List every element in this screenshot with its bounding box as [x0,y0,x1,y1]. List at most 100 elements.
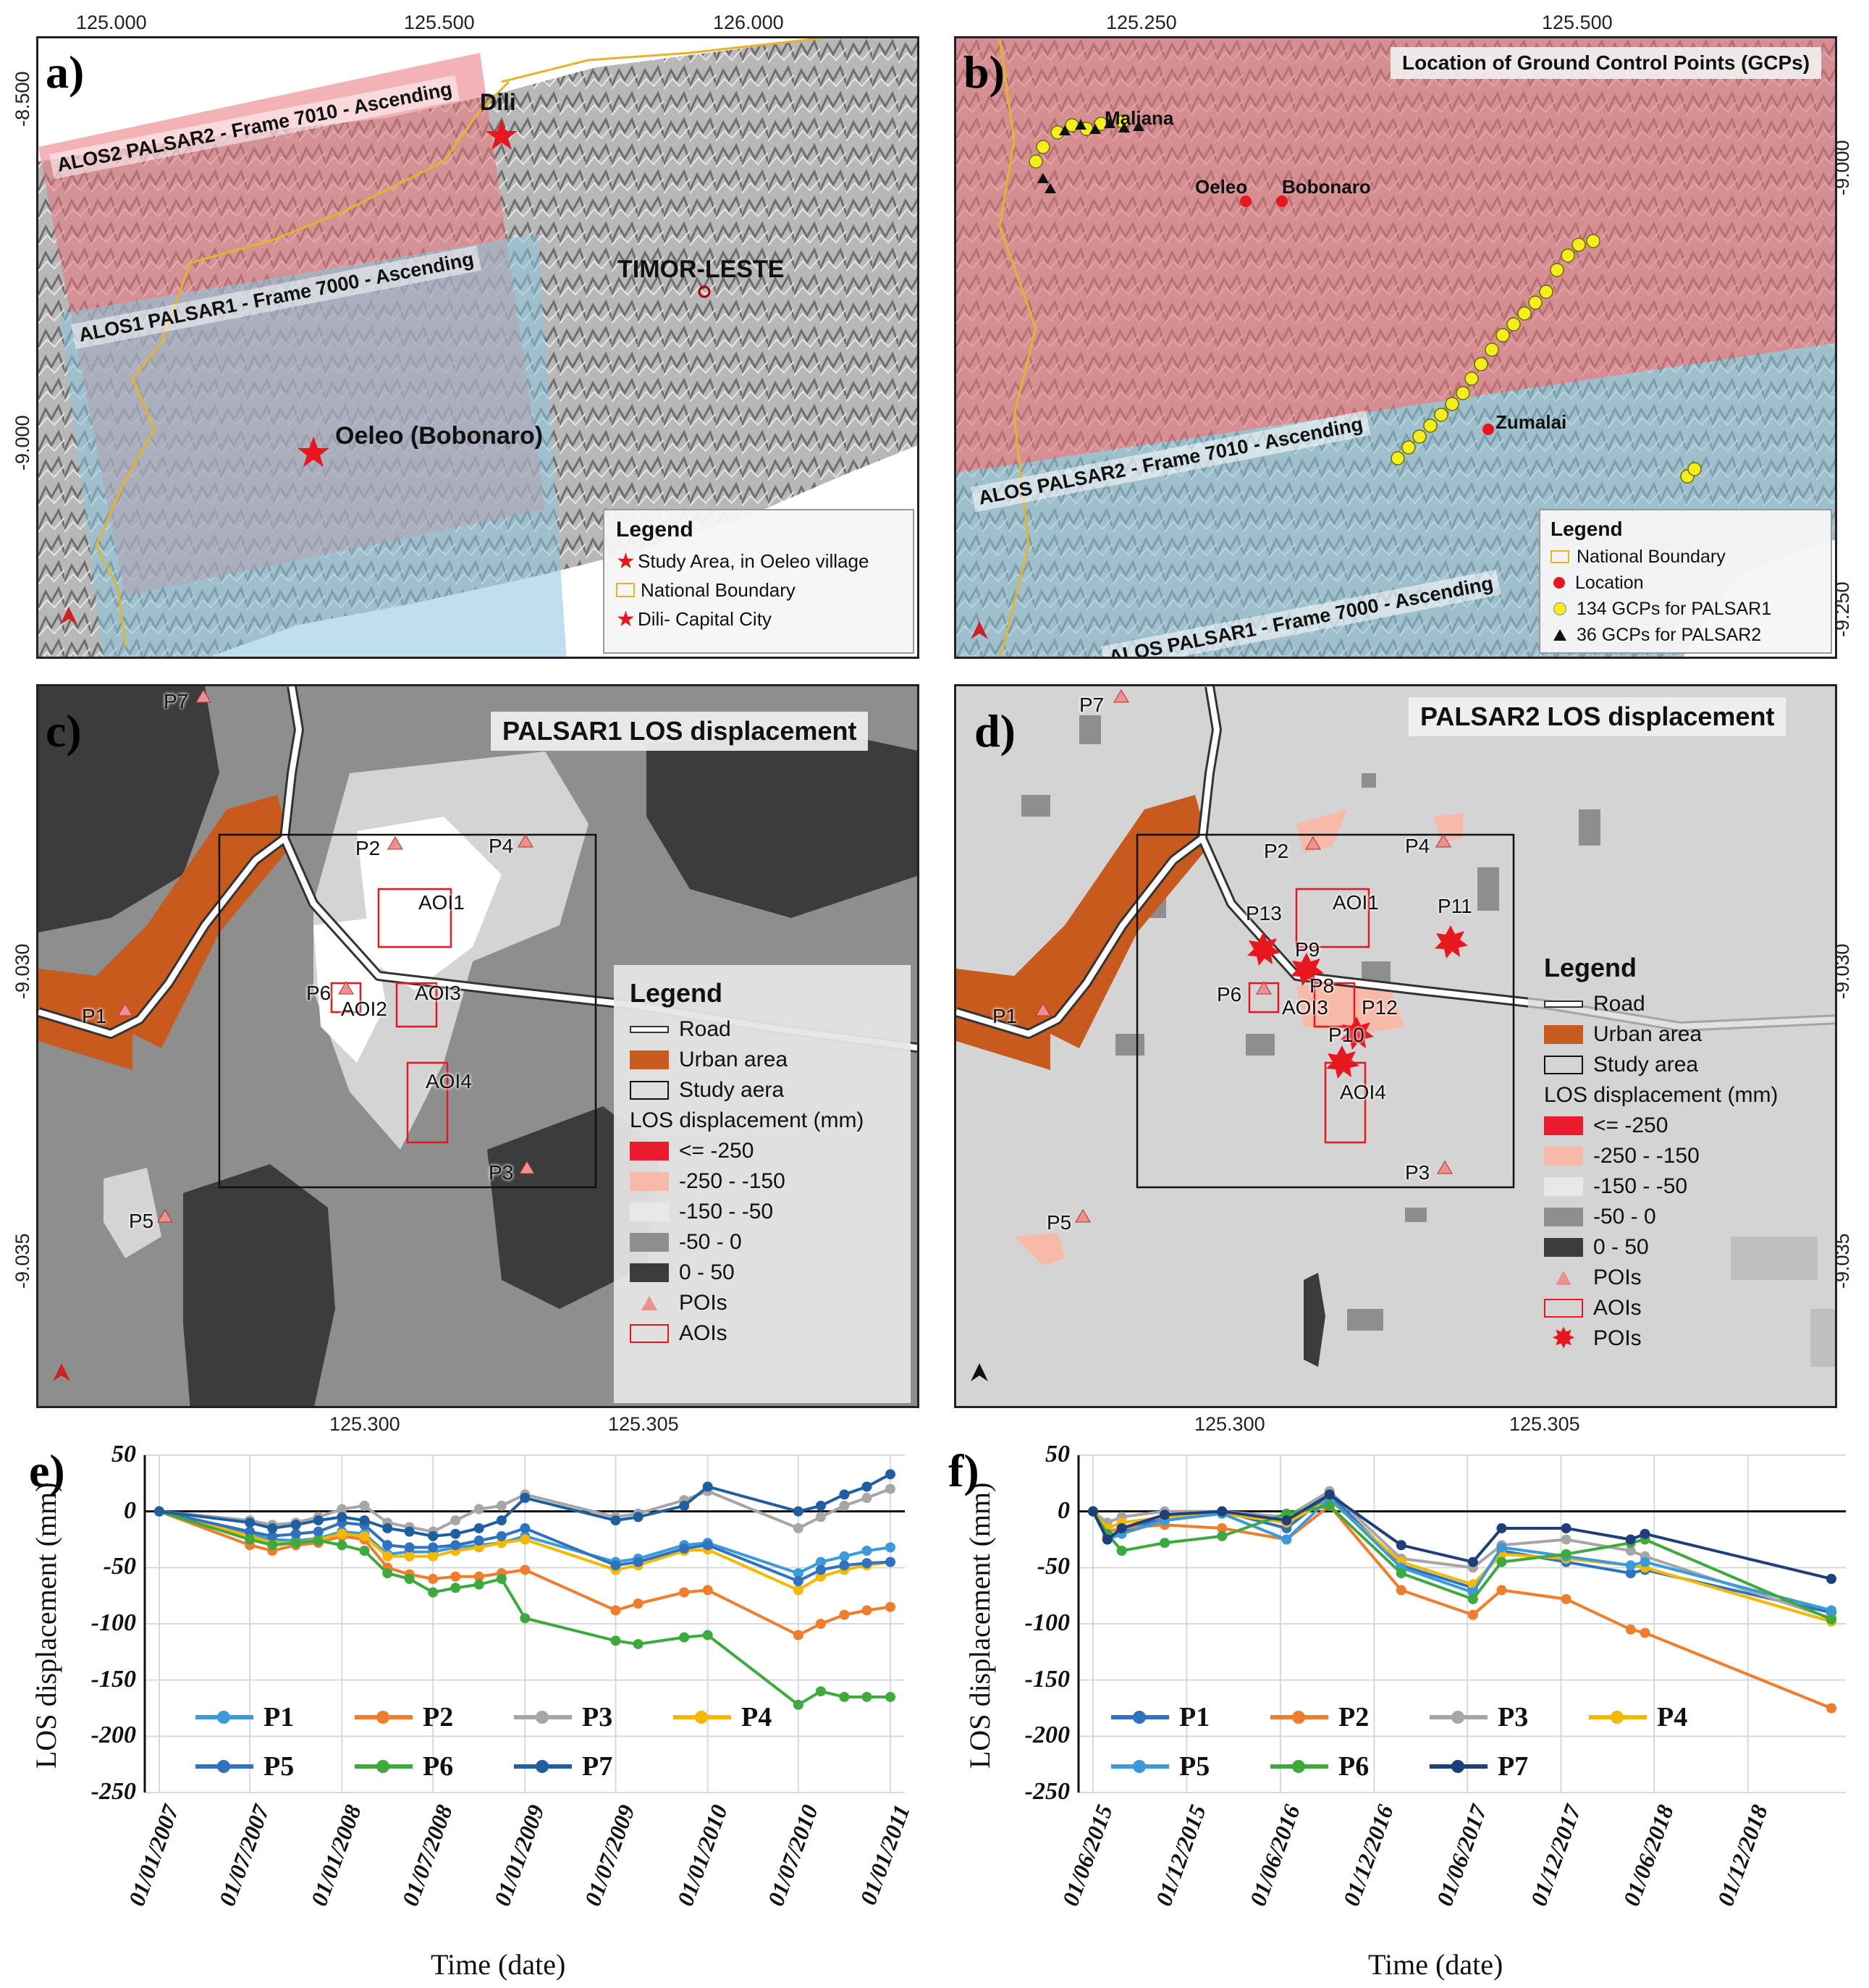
series-point-P6-22 [885,1691,895,1702]
y-tick-label-4: -150 [1024,1665,1070,1693]
series-point-P7-11 [1625,1534,1636,1545]
panel-b-map: b) Location of Ground Control Points (GC… [954,36,1837,659]
series-line-P2 [1092,1504,1832,1710]
series-point-P6-14 [610,1635,621,1646]
series-point-P7-22 [885,1469,895,1480]
legend-entry-P4: P4 [673,1701,772,1733]
los-swatch-3 [1544,1177,1583,1196]
y-tick-label-5: -200 [90,1722,136,1749]
d-aoi1-label: AOI1 [1333,891,1379,914]
d-legend-class-4: -50 - 0 [1544,1202,1820,1232]
series-point-P3-20 [839,1500,850,1511]
d-title: PALSAR2 LOS displacement [1409,697,1786,736]
c-aoi3-label: AOI3 [415,982,461,1004]
road-swatch [1544,1001,1583,1008]
series-point-P7-20 [839,1489,850,1500]
a-place-country: TIMOR-LESTE [617,256,785,283]
legend-line-icon [1589,1711,1647,1724]
a-tick-top-3: 126.000 [713,12,784,33]
aoi-swatch [630,1324,669,1343]
series-point-P5-22 [885,1557,895,1567]
series-point-P2-7 [1396,1585,1406,1596]
series-point-P5-9 [428,1542,439,1553]
y-tick-label-0: 50 [1045,1441,1070,1467]
c-legend-class-3-label: -150 - -50 [679,1200,774,1223]
series-point-P3-12 [496,1500,507,1511]
d-star-p9: P9 [1295,938,1320,961]
c-legend-aois: AOIs [630,1318,895,1349]
series-point-P5-21 [861,1558,872,1569]
c-legend-class-5: 0 - 50 [630,1258,895,1288]
a-legend-row-boundary: National Boundary [616,576,901,605]
c-study-area [218,833,597,1189]
x-axis-title: Time (date) [431,1948,566,1981]
chart-f: 50 0 -50 -100 -150 -200 -250 01/06/2015 01/12/20… [934,1441,1860,1988]
location-dot-icon [1553,577,1565,589]
gcp-palsar1-points [1029,114,1702,484]
a-tick-left-1: -8.500 [12,71,33,127]
c-legend-study-label: Study aera [679,1078,785,1102]
d-legend-pois-label: POIs [1593,1265,1642,1289]
d-legend-los-title-label: LOS displacement (mm) [1544,1083,1779,1107]
d-legend-title: Legend [1544,953,1637,982]
d-poi-p3: P3 [1405,1161,1430,1184]
c-legend-road-label: Road [679,1017,731,1041]
series-line-P7 [1092,1492,1832,1580]
dili-star [486,119,518,150]
panel-a-label: a) [46,46,85,98]
d-legend-urban-label: Urban area [1593,1022,1703,1046]
d-poi-p4: P4 [1405,835,1430,857]
series-point-P7-2 [267,1522,278,1533]
panel-a-map: a) ALOS2 PALSAR2 - Frame 7010 - Ascendin… [36,36,919,659]
c-legend-aois-label: AOIs [679,1321,727,1345]
series-point-P5-17 [702,1540,713,1551]
legend-entry-P5: P5 [195,1751,294,1782]
series-point-P2-20 [839,1609,850,1620]
series-point-P7-13 [520,1493,531,1504]
legend-line-icon [1111,1760,1169,1773]
d-aoi4-label: AOI4 [1340,1081,1386,1103]
gcp-triangle-icon [1553,629,1566,641]
series-point-P6-10 [450,1583,461,1593]
a-legend-dili-label: Dili- Capital City [638,607,772,630]
series-point-P1-21 [861,1546,872,1557]
series-point-P7-0 [1088,1506,1098,1517]
series-point-P7-14 [610,1515,621,1526]
series-point-P2-8 [1467,1609,1478,1620]
c-poi-p5: P5 [129,1210,154,1232]
series-point-P7-21 [861,1481,872,1492]
series-point-P7-1 [245,1517,256,1528]
series-point-P3-18 [793,1522,803,1533]
series-point-P2-4 [1217,1522,1228,1533]
legend-entry-P2: P2 [355,1701,453,1733]
series-point-P3-11 [1625,1546,1636,1557]
c-aoi3 [395,982,438,1028]
d-legend-road-label: Road [1593,992,1645,1016]
series-line-P3 [1092,1489,1832,1620]
series-point-P6-2 [1116,1546,1127,1557]
d-study-area [1136,833,1515,1189]
series-point-P7-15 [633,1512,644,1522]
triangle-icon [1544,1271,1583,1285]
star-icon: ★ [616,549,636,573]
d-legend-class-3: -150 - -50 [1544,1171,1820,1202]
series-point-P7-9 [1496,1522,1507,1533]
series-point-P2-13 [1826,1703,1836,1714]
b-legend-title: Legend [1551,518,1623,540]
b-tick-top-1: 125.250 [1106,12,1177,33]
series-point-P2-13 [520,1564,531,1575]
series-point-P4-13 [520,1534,531,1545]
d-star-p13: P13 [1246,902,1282,924]
legend-entry-P3: P3 [1430,1701,1528,1733]
c-aoi2-label: AOI2 [341,998,387,1020]
series-point-P6-9 [428,1587,439,1598]
series-point-P6-5 [337,1540,347,1551]
y-tick-label-2: -50 [103,1553,136,1580]
c-legend-class-3: -150 - -50 [630,1197,895,1227]
los-swatch-5 [1544,1238,1583,1257]
series-point-P2-16 [679,1587,690,1598]
c-legend-class-2-label: -250 - -150 [679,1169,785,1193]
series-point-P5-13 [1826,1605,1836,1616]
series-point-P5-2 [267,1530,278,1541]
series-point-P3-11 [473,1504,484,1515]
